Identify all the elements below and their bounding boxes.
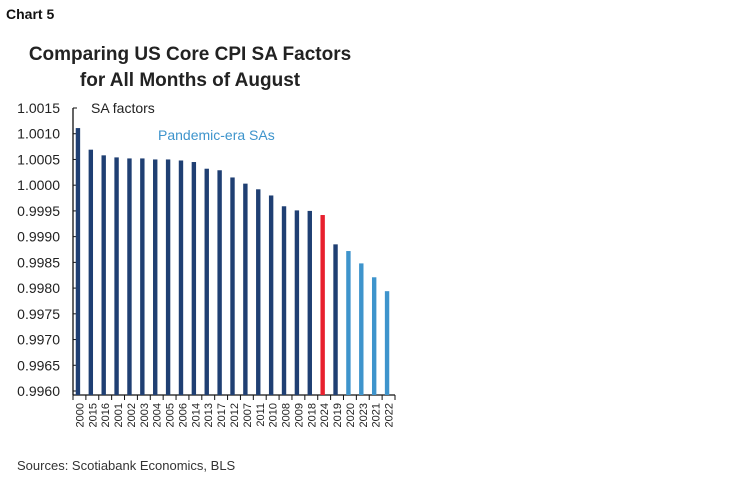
- x-tick-label: 2013: [203, 403, 215, 427]
- bar-2007: [243, 183, 248, 395]
- x-tick-label: 2002: [126, 403, 138, 427]
- y-tick-label: 1.0010: [17, 126, 60, 142]
- y-axis-label: SA factors: [91, 100, 155, 116]
- y-tick-label: 0.9975: [17, 306, 60, 322]
- y-tick-label: 0.9970: [17, 332, 60, 348]
- x-tick-label: 2016: [100, 403, 112, 427]
- bar-2008: [281, 206, 287, 395]
- bar-2012: [230, 177, 235, 395]
- y-tick-label: 1.0005: [17, 151, 60, 167]
- x-tick-label: 2010: [268, 403, 280, 427]
- bar-2014: [191, 162, 197, 395]
- bar-2013: [204, 168, 209, 395]
- x-tick-label: 2006: [177, 403, 189, 427]
- x-tick-label: 2019: [332, 403, 344, 427]
- pandemic-annotation: Pandemic-era SAs: [158, 127, 275, 143]
- bar-2004: [153, 159, 158, 395]
- bar-2022: [384, 291, 390, 395]
- bar-2002: [127, 158, 132, 395]
- bar-2018: [307, 210, 312, 395]
- x-tick-label: 2004: [152, 403, 164, 427]
- x-tick-label: 2008: [281, 403, 293, 427]
- x-tick-label: 2011: [255, 403, 267, 427]
- bar-2011: [256, 189, 261, 395]
- bar-2006: [178, 160, 184, 395]
- x-tick-label: 2022: [384, 403, 396, 427]
- x-tick-label: 2007: [242, 403, 254, 427]
- y-tick-label: 0.9995: [17, 203, 60, 219]
- y-tick-label: 0.9960: [17, 383, 60, 399]
- x-tick-label: 2017: [216, 403, 228, 427]
- bar-2005: [165, 159, 171, 395]
- title-line-2: for All Months of August: [79, 70, 301, 91]
- x-tick-label: 2000: [74, 403, 86, 427]
- x-tick-label: 2009: [293, 403, 305, 427]
- bar-2009: [294, 210, 300, 395]
- bar-2001: [114, 157, 119, 395]
- title-line-1: Comparing US Core CPI SA Factors: [28, 44, 352, 65]
- bar-2019: [333, 244, 338, 395]
- source-note: Sources: Scotiabank Economics, BLS: [17, 458, 236, 473]
- x-tick-label: 2003: [139, 403, 151, 427]
- bar-2021: [371, 277, 377, 395]
- x-tick-label: 2020: [345, 403, 357, 427]
- bar-2020: [346, 251, 351, 395]
- y-tick-label: 0.9980: [17, 280, 60, 296]
- y-tick-label: 0.9990: [17, 229, 60, 245]
- x-tick-label: 2015: [87, 403, 99, 427]
- bar-2023: [359, 263, 364, 395]
- bar-2003: [140, 158, 145, 395]
- chart-title: Comparing US Core CPI SA Factors for All…: [10, 42, 370, 94]
- x-tick-label: 2018: [306, 403, 318, 427]
- bar-2000: [75, 128, 81, 396]
- bar-2010: [268, 195, 274, 395]
- y-tick-label: 0.9985: [17, 254, 60, 270]
- bar-2017: [217, 170, 222, 395]
- x-tick-label: 2021: [371, 403, 383, 427]
- y-tick-label: 1.0000: [17, 177, 60, 193]
- chart-number-label: Chart 5: [6, 6, 55, 22]
- bar-2015: [88, 149, 94, 395]
- x-tick-label: 2014: [190, 403, 202, 427]
- x-tick-label: 2005: [165, 403, 177, 427]
- y-tick-label: 1.0015: [17, 100, 60, 116]
- bar-2024: [320, 215, 325, 395]
- x-tick-label: 2024: [319, 403, 331, 427]
- x-tick-label: 2001: [113, 403, 125, 427]
- x-tick-label: 2012: [229, 403, 241, 427]
- y-tick-label: 0.9965: [17, 357, 60, 373]
- bar-2016: [101, 155, 106, 395]
- x-tick-label: 2023: [358, 403, 370, 427]
